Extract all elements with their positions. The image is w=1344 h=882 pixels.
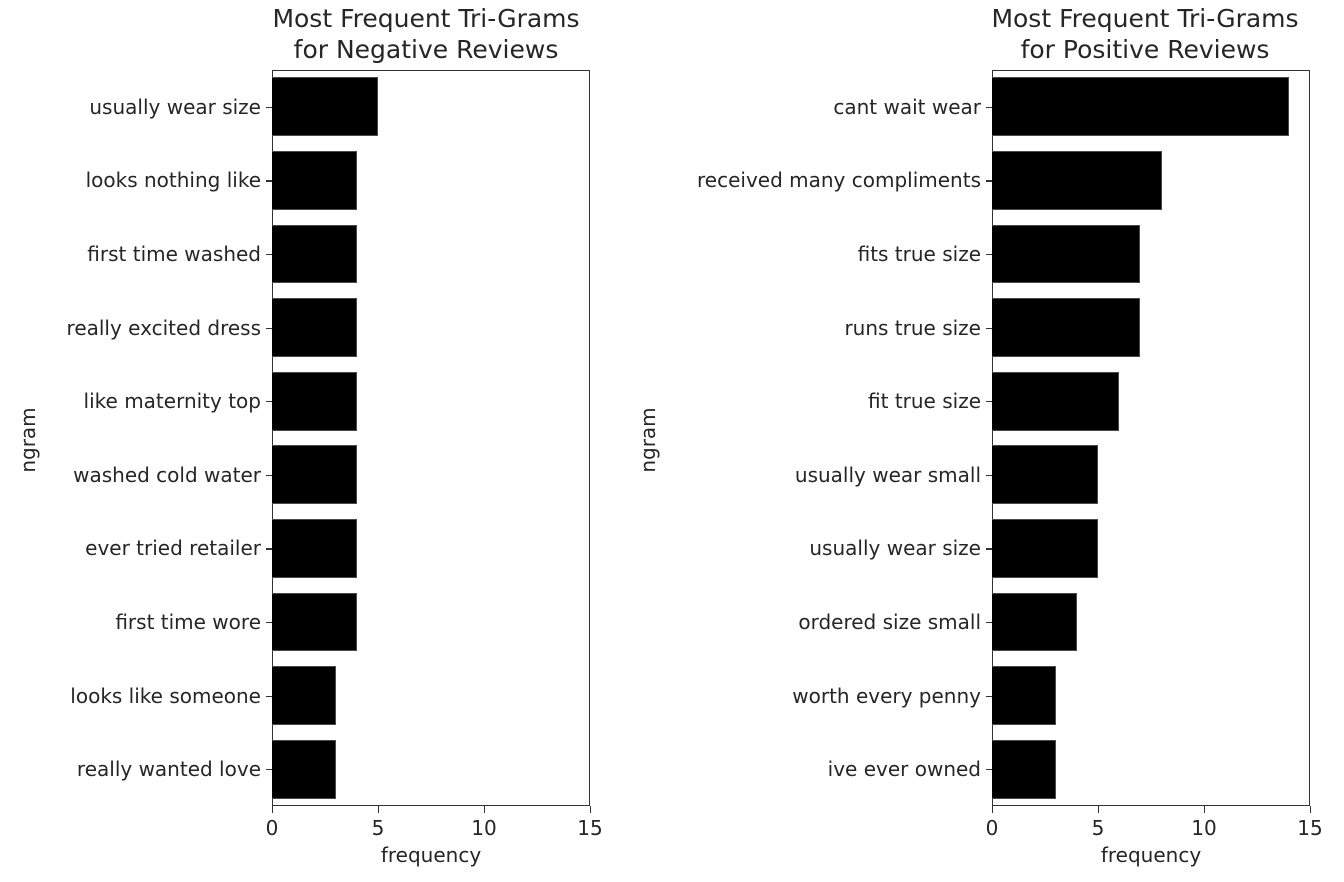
chart-title: Most Frequent Tri-Grams for Positive Revi…	[935, 3, 1344, 65]
chart-title-line-1: Most Frequent Tri-Grams	[991, 4, 1299, 33]
y-tick	[986, 695, 992, 697]
bar	[992, 150, 1162, 210]
x-tick	[590, 806, 592, 813]
x-tick-label: 10	[471, 816, 497, 840]
y-tick-label: usually wear size	[89, 94, 261, 119]
y-tick	[986, 106, 992, 109]
bar	[992, 739, 1056, 799]
y-tick	[266, 106, 272, 109]
bar	[272, 298, 357, 358]
bar	[992, 298, 1141, 358]
y-tick	[266, 695, 272, 697]
bar	[272, 666, 336, 726]
y-tick	[266, 327, 272, 329]
y-tick-label: usually wear size	[809, 536, 981, 561]
y-tick-label: cant wait wear	[833, 94, 981, 119]
bar	[992, 666, 1056, 726]
y-tick	[266, 474, 272, 477]
y-tick	[986, 474, 992, 477]
bar	[272, 224, 357, 284]
y-tick	[266, 622, 272, 624]
y-tick-label: first time washed	[87, 242, 261, 266]
chart-title: Most Frequent Tri-Grams for Negative Revi…	[216, 3, 636, 65]
bar	[272, 445, 357, 505]
x-tick	[1098, 806, 1100, 813]
x-tick-label: 15	[1297, 816, 1323, 840]
x-tick	[272, 806, 274, 813]
bar	[992, 77, 1289, 137]
y-tick-label: worth every penny	[792, 683, 981, 708]
bar	[272, 371, 357, 431]
y-tick	[986, 548, 992, 550]
y-tick	[986, 254, 992, 256]
x-tick-label: 10	[1191, 816, 1217, 840]
bar	[992, 518, 1098, 578]
y-tick-label: like maternity top	[83, 389, 261, 414]
y-tick-label: ive ever owned	[827, 757, 981, 782]
x-tick-label: 0	[265, 816, 279, 840]
x-axis-title: frequency	[1100, 843, 1202, 867]
bar	[992, 445, 1098, 505]
y-tick-label: received many compliments	[697, 168, 981, 193]
x-tick	[484, 806, 486, 813]
chart-title-line-2: for Positive Reviews	[1020, 35, 1270, 64]
x-tick-label: 5	[1091, 816, 1105, 840]
bar	[992, 592, 1077, 652]
x-tick-label: 15	[577, 816, 603, 840]
x-tick-label: 5	[371, 816, 385, 840]
y-tick-label: ever tried retailer	[85, 536, 261, 561]
bar	[272, 592, 357, 652]
y-tick	[986, 401, 992, 403]
chart-title-line-2: for Negative Reviews	[293, 35, 559, 64]
y-tick-label: looks nothing like	[85, 168, 261, 193]
y-tick-label: first time wore	[115, 610, 261, 634]
bar	[272, 518, 357, 578]
y-tick-label: usually wear small	[794, 462, 981, 487]
y-tick-label: washed cold water	[73, 462, 261, 487]
x-tick	[378, 806, 380, 813]
y-tick	[266, 401, 272, 403]
y-tick	[986, 180, 992, 182]
y-tick-label: really excited dress	[66, 315, 261, 340]
chart-title-line-1: Most Frequent Tri-Grams	[272, 4, 580, 33]
x-axis-title: frequency	[380, 843, 482, 867]
bar	[272, 739, 336, 799]
y-tick-label: fit true size	[868, 389, 981, 414]
y-tick	[986, 327, 992, 329]
y-tick	[266, 548, 272, 550]
bar	[272, 150, 357, 210]
x-tick	[1204, 806, 1206, 813]
y-tick	[986, 622, 992, 624]
y-tick	[266, 180, 272, 182]
bar	[992, 371, 1120, 431]
y-tick-label: fits true size	[857, 242, 981, 266]
y-tick-label: really wanted love	[76, 757, 261, 782]
y-tick	[266, 254, 272, 256]
x-tick	[1310, 806, 1312, 813]
y-tick-label: looks like someone	[70, 683, 261, 708]
y-tick-label: ordered size small	[798, 610, 981, 634]
x-tick	[992, 806, 994, 813]
bar	[992, 224, 1141, 284]
bar	[272, 77, 378, 137]
y-tick	[266, 769, 272, 771]
y-tick-label: runs true size	[844, 315, 981, 340]
x-tick-label: 0	[985, 816, 999, 840]
y-axis-title: ngram	[636, 407, 660, 473]
y-tick	[986, 769, 992, 771]
